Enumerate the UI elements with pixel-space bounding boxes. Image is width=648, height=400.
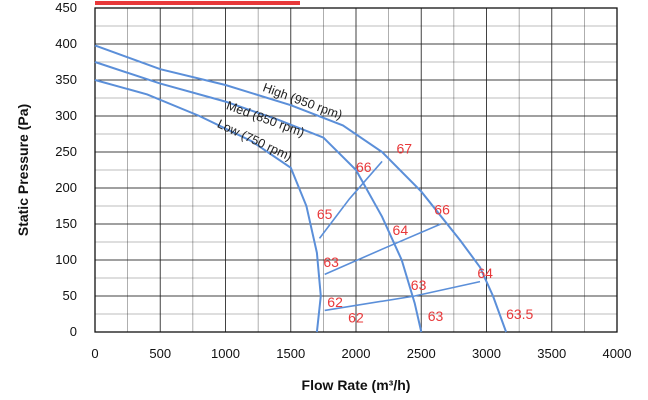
x-tick-label: 3000 xyxy=(472,346,501,361)
noise-label: 63 xyxy=(411,277,427,293)
y-tick-label: 250 xyxy=(55,144,77,159)
y-tick-label: 300 xyxy=(55,108,77,123)
x-tick-labels: 0 500 1000 1500 2000 2500 3000 3500 4000 xyxy=(91,346,631,361)
noise-label: 62 xyxy=(327,294,343,310)
series-line-1 xyxy=(94,61,423,333)
y-tick-labels: 0 50 100 150 200 250 300 350 400 450 xyxy=(55,0,77,339)
grid xyxy=(94,7,618,333)
x-tick-label: 500 xyxy=(149,346,171,361)
noise-label: 65 xyxy=(317,206,333,222)
series-line-0 xyxy=(94,44,508,333)
y-tick-label: 100 xyxy=(55,252,77,267)
noise-label: 64 xyxy=(477,265,493,281)
y-tick-label: 0 xyxy=(70,324,77,339)
x-tick-label: 1000 xyxy=(211,346,240,361)
legend-color-bar xyxy=(95,1,300,5)
x-tick-label: 2000 xyxy=(342,346,371,361)
x-tick-label: 3500 xyxy=(537,346,566,361)
y-tick-label: 450 xyxy=(55,0,77,15)
noise-label: 67 xyxy=(396,140,412,156)
x-axis-title: Flow Rate (m³/h) xyxy=(302,377,411,393)
noise-label: 64 xyxy=(393,222,409,238)
noise-label: 63 xyxy=(323,254,339,270)
noise-label: 62 xyxy=(348,310,364,326)
y-tick-label: 150 xyxy=(55,216,77,231)
noise-label: 63.5 xyxy=(506,306,533,322)
noise-label: 66 xyxy=(356,159,372,175)
noise-contours: 67 66 65 66 64 63 64 63 62 62 63 63.5 xyxy=(317,140,534,325)
x-tick-label: 2500 xyxy=(407,346,436,361)
noise-line-2 xyxy=(324,280,481,312)
noise-label: 66 xyxy=(434,202,450,218)
noise-label: 63 xyxy=(428,308,444,324)
y-axis-title: Static Pressure (Pa) xyxy=(15,104,31,236)
plot-frame xyxy=(94,7,618,333)
noise-line-1 xyxy=(324,223,442,276)
series-line-2 xyxy=(94,79,322,333)
y-tick-label: 50 xyxy=(63,288,77,303)
x-tick-label: 4000 xyxy=(603,346,632,361)
y-tick-label: 200 xyxy=(55,180,77,195)
noise-line-0 xyxy=(318,160,383,239)
x-tick-label: 1500 xyxy=(276,346,305,361)
x-tick-label: 0 xyxy=(91,346,98,361)
y-tick-label: 400 xyxy=(55,36,77,51)
y-tick-label: 350 xyxy=(55,72,77,87)
